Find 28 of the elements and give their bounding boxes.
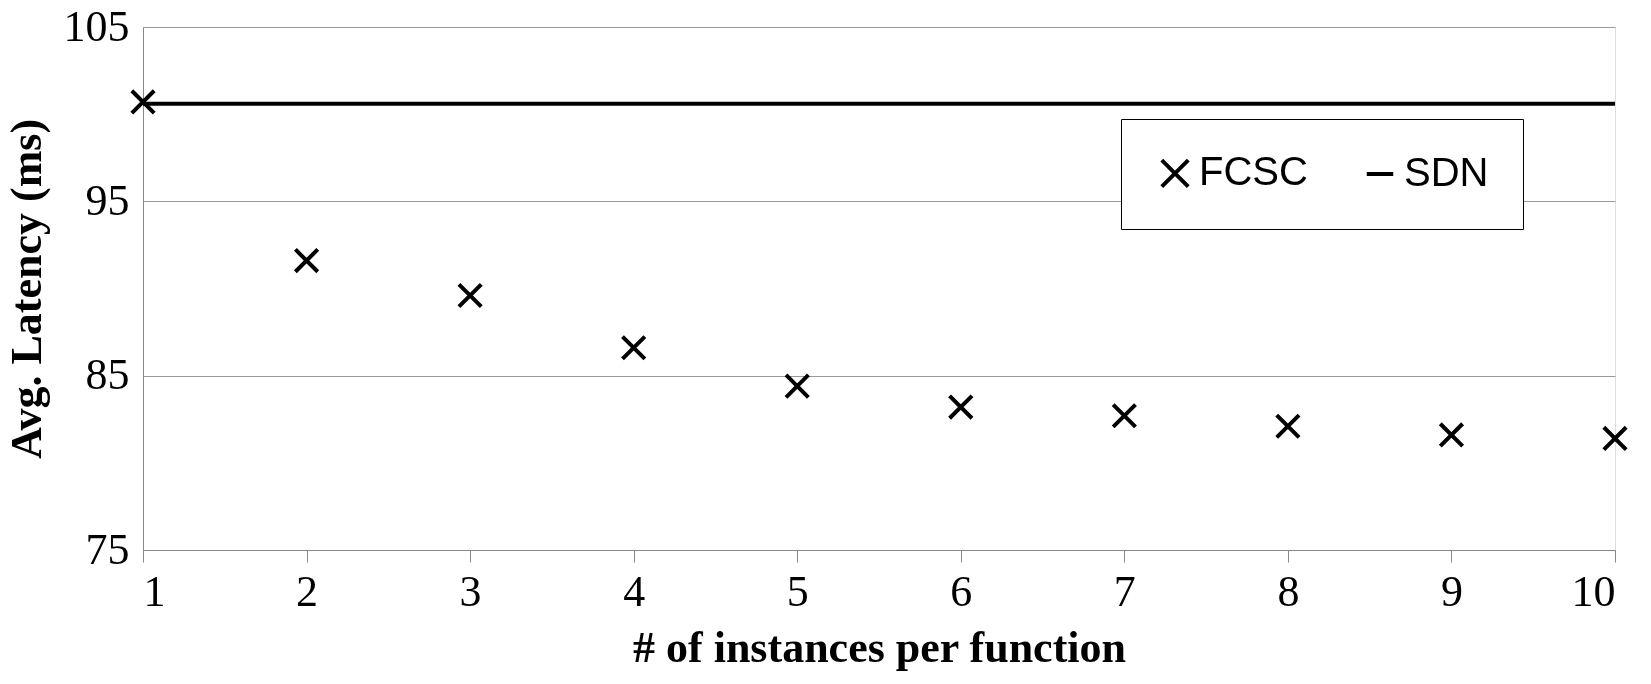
point <box>1274 413 1302 440</box>
point <box>1111 402 1138 429</box>
x-tick-label: 5 <box>786 566 809 616</box>
point <box>1601 425 1629 452</box>
point <box>129 88 157 116</box>
y-tick-label: 95 <box>85 175 130 225</box>
x-tick-label: 1 <box>143 566 166 616</box>
y-axis-title: Avg. Latency (ms) <box>1 118 51 460</box>
point <box>947 393 974 421</box>
x-tick-label: 3 <box>459 566 482 616</box>
legend-label: SDN <box>1404 150 1489 194</box>
x-tick-label: 9 <box>1440 566 1463 616</box>
point <box>620 334 647 361</box>
point <box>456 282 484 309</box>
y-tick-label: 85 <box>85 350 130 400</box>
y-tick-label: 105 <box>63 1 130 51</box>
x-tick-label: 2 <box>296 566 319 616</box>
x-tick-label: 8 <box>1277 566 1300 616</box>
point <box>784 372 811 400</box>
x-tick-label: 6 <box>950 566 973 616</box>
legend-label: FCSC <box>1199 149 1308 194</box>
point <box>293 247 320 274</box>
y-tick-label: 75 <box>85 524 130 574</box>
x-tick-label: 7 <box>1113 566 1136 616</box>
x-tick-label: 4 <box>623 566 646 616</box>
point <box>1438 421 1465 449</box>
x-tick-label: 10 <box>1571 566 1616 616</box>
x-axis-title: # of instances per function <box>633 622 1126 672</box>
